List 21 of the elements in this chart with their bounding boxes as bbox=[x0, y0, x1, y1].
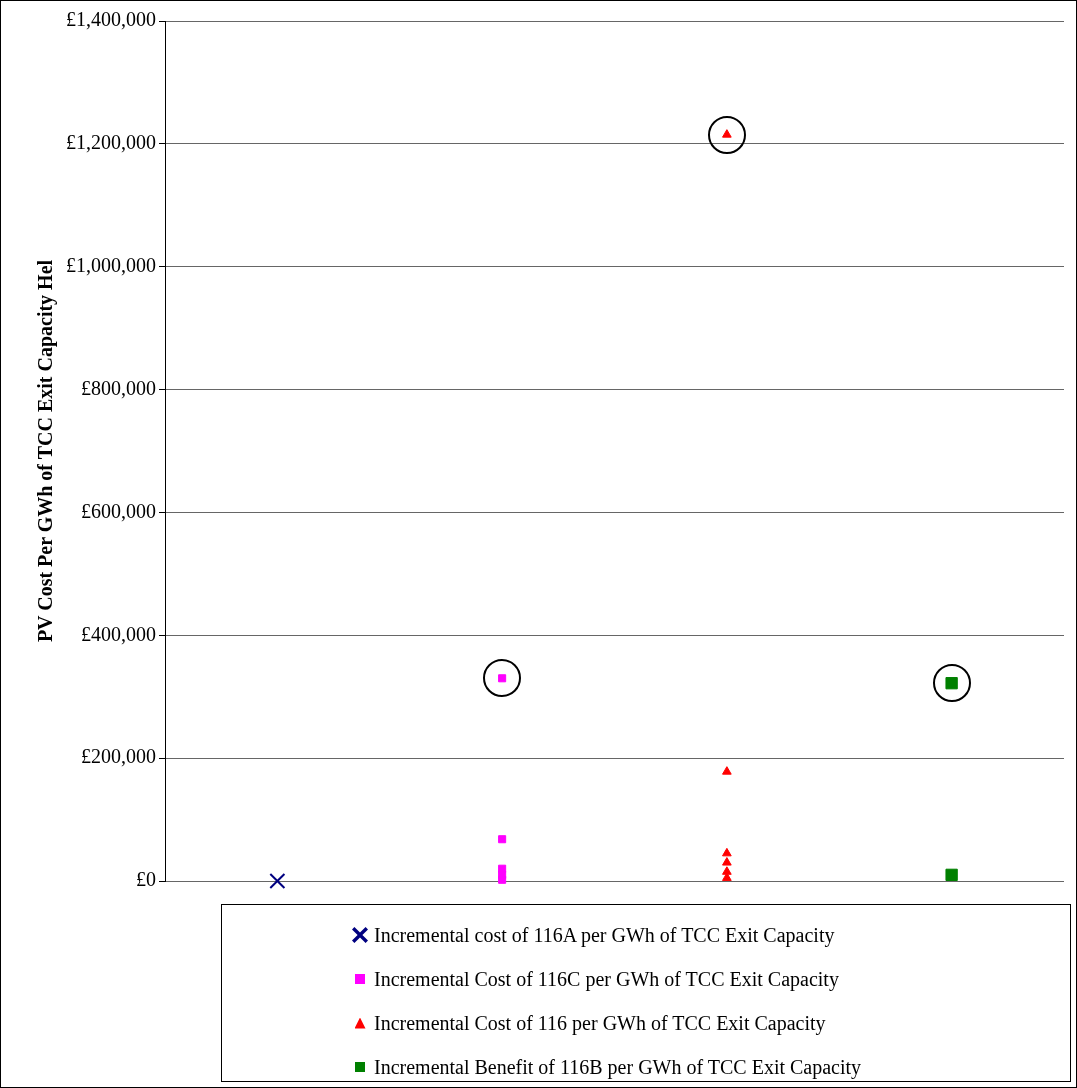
y-tick-label: £600,000 bbox=[81, 499, 156, 522]
point bbox=[722, 766, 732, 775]
point bbox=[498, 864, 507, 873]
point bbox=[498, 835, 507, 844]
y-tick-label: £1,200,000 bbox=[66, 131, 156, 154]
legend-label: Incremental Cost of 116C per GWh of TCC Exit Capacity bbox=[374, 967, 839, 991]
point bbox=[722, 847, 732, 857]
point bbox=[722, 866, 732, 875]
y-tick-label: £800,000 bbox=[81, 376, 156, 399]
legend-label: Incremental Cost of 116 per GWh of TCC Exit Capacity bbox=[374, 1011, 826, 1035]
legend-label: Incremental cost of 116A per GWh of TCC Exit Capacity bbox=[374, 923, 835, 947]
y-tick-label: £200,000 bbox=[81, 745, 156, 768]
y-tick-label: £1,000,000 bbox=[66, 253, 156, 276]
point bbox=[945, 868, 958, 882]
point bbox=[722, 857, 732, 866]
legend-label: Incremental Benefit of 116B per GWh of TCC Exit Capacity bbox=[374, 1055, 862, 1079]
y-tick-label: £0 bbox=[136, 868, 156, 891]
y-tick-label: £400,000 bbox=[81, 622, 156, 645]
point bbox=[269, 872, 286, 890]
y-axis-title: PV Cost Per GWh of TCC Exit Capacity Hel bbox=[34, 259, 58, 643]
y-tick-label: £1,400,000 bbox=[66, 8, 156, 31]
